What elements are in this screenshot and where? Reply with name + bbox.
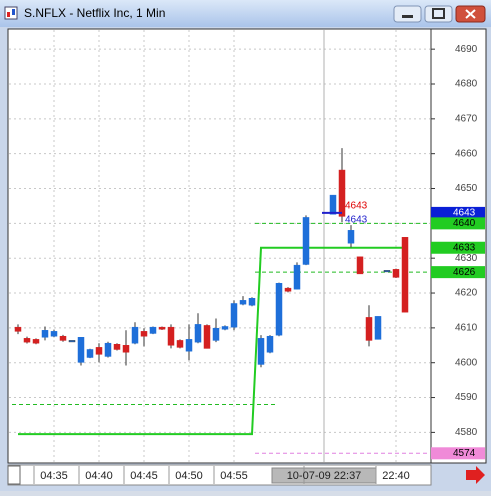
y-tick-label: 4670 (455, 113, 478, 124)
candle-body (77, 337, 85, 363)
candle-body (131, 326, 139, 344)
candle-body (95, 347, 103, 355)
price-badge (431, 447, 485, 460)
candle-body (230, 303, 238, 328)
close-icon (465, 9, 476, 19)
app-icon (7, 12, 10, 17)
price-badge-label: 4574 (453, 448, 476, 459)
candle-body (293, 264, 301, 290)
candle-body (41, 330, 49, 338)
y-tick-label: 4580 (455, 427, 478, 438)
candle-body (104, 342, 112, 357)
candle-body (392, 269, 400, 278)
plot-area (7, 28, 432, 464)
candle-body (302, 217, 310, 265)
y-tick-label: 4690 (455, 44, 478, 55)
candle-body (86, 349, 94, 358)
candle-body (140, 331, 148, 337)
minimize-icon (402, 15, 413, 18)
candle-body (59, 335, 67, 341)
candle-body (176, 340, 184, 348)
candle-body (275, 283, 283, 336)
x-tick-label: 04:45 (130, 470, 158, 482)
y-tick-label: 4660 (455, 148, 478, 159)
price-badge (431, 241, 485, 254)
axis-corner (7, 465, 21, 485)
price-badge-label: 4633 (453, 242, 476, 253)
annotation: 4643 (345, 215, 368, 226)
x-tick-label: 10-07-09 22:37 (287, 470, 362, 482)
candle-body (329, 194, 337, 215)
candle-body (50, 331, 58, 337)
candle-body (374, 316, 382, 340)
stop-line (18, 246, 405, 436)
candle-body (203, 325, 211, 349)
x-tick-label: 04:35 (40, 470, 68, 482)
app-icon (12, 9, 15, 15)
x-tick-label: 22:40 (382, 470, 410, 482)
y-tick-label: 4620 (455, 288, 478, 299)
candle-body (221, 326, 229, 330)
candle-body (356, 256, 364, 275)
candle-body (158, 326, 166, 330)
window-title: S.NFLX - Netflix Inc, 1 Min (24, 6, 165, 20)
scroll-arrow[interactable] (466, 466, 485, 484)
candle-body (185, 339, 193, 352)
price-badge-label: 4640 (453, 218, 476, 229)
x-tick-label: 04:55 (220, 470, 248, 482)
candle-body (284, 287, 292, 292)
candle-body (68, 340, 76, 343)
candle-body (401, 237, 409, 313)
x-tick-label: 04:50 (175, 470, 203, 482)
candle-body (248, 298, 256, 306)
candle-body (365, 317, 373, 341)
maximize-icon (432, 8, 445, 19)
y-tick-label: 4630 (455, 253, 478, 264)
minimize-button[interactable] (393, 5, 422, 23)
candle-body (347, 230, 355, 244)
candle-body (32, 339, 40, 344)
price-badge (431, 266, 485, 279)
plot-layer (9, 30, 430, 462)
candle-body (14, 326, 22, 332)
candle-body (167, 326, 175, 346)
candle-body (383, 270, 391, 273)
price-badge-label: 4626 (453, 267, 476, 278)
candle-body (338, 169, 346, 217)
price-badge (431, 206, 485, 219)
y-tick-label: 4650 (455, 183, 478, 194)
candle-body (149, 326, 157, 334)
y-tick-label: 4600 (455, 357, 478, 368)
price-badge (431, 217, 485, 230)
candle-body (23, 338, 31, 343)
candle-body (194, 324, 202, 343)
y-tick-label: 4590 (455, 392, 478, 403)
y-tick-label: 4610 (455, 323, 478, 334)
x-tick-label: 04:40 (85, 470, 113, 482)
price-badge-label: 4643 (453, 208, 476, 219)
annotation: 4643 (345, 201, 368, 212)
y-tick-label: 4680 (455, 79, 478, 90)
maximize-button[interactable] (424, 5, 453, 23)
candle-body (212, 327, 220, 341)
candle-body (266, 335, 274, 353)
app-icon (4, 6, 18, 20)
candle-body (239, 300, 247, 305)
candle-body (113, 343, 121, 350)
candle-body (122, 345, 130, 353)
candle-body (257, 338, 265, 365)
